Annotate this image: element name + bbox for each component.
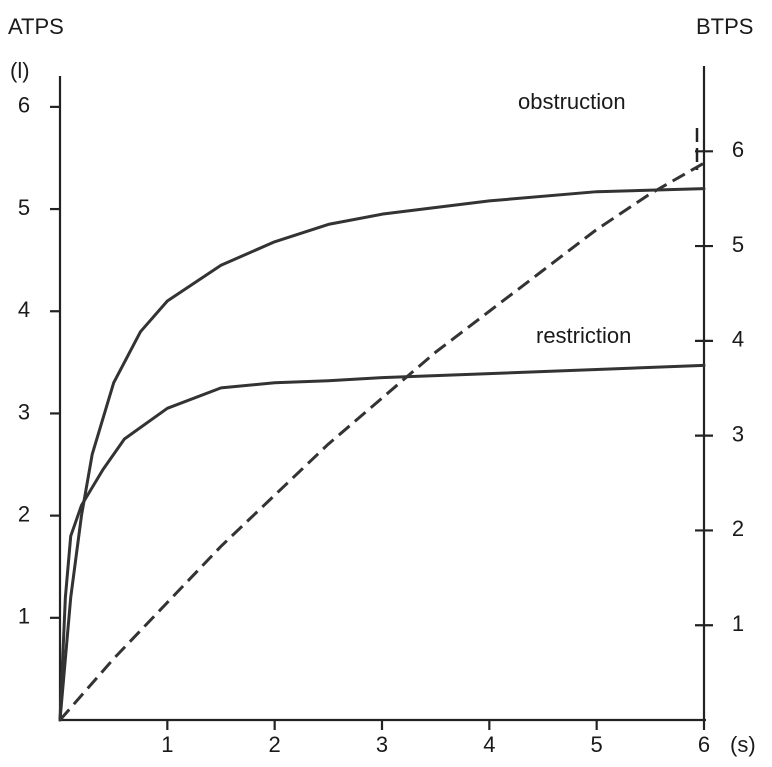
y-tick-label: 2 <box>18 501 30 526</box>
axis-line <box>58 76 706 722</box>
x-tick-label: 5 <box>591 732 603 757</box>
y-axis-unit: (l) <box>10 58 30 83</box>
y2-tick-label: 4 <box>732 327 744 352</box>
x-tick-label: 2 <box>269 732 281 757</box>
y2-tick-label: 6 <box>732 137 744 162</box>
y2-tick-label: 1 <box>732 611 744 636</box>
series-line <box>58 187 706 722</box>
y-tick-label: 1 <box>18 604 30 629</box>
y-tick-label: 5 <box>18 195 30 220</box>
x-tick-label: 4 <box>483 732 495 757</box>
series-line <box>58 161 705 721</box>
x-axis-unit: (s) <box>730 732 756 757</box>
series-line <box>58 363 706 722</box>
y2-tick-label: 5 <box>732 232 744 257</box>
y-tick-label: 6 <box>18 93 30 118</box>
y2-tick-label: 2 <box>732 516 744 541</box>
series-label: restriction <box>536 323 631 348</box>
y2-axis-label: BTPS <box>696 14 753 39</box>
x-tick-label: 3 <box>376 732 388 757</box>
x-tick-label: 6 <box>698 732 710 757</box>
y2-tick-label: 3 <box>732 421 744 446</box>
series-label: obstruction <box>518 89 626 114</box>
y-axis-label: ATPS <box>8 14 64 39</box>
x-tick-label: 1 <box>161 732 173 757</box>
y-tick-label: 4 <box>18 297 30 322</box>
y-tick-label: 3 <box>18 399 30 424</box>
